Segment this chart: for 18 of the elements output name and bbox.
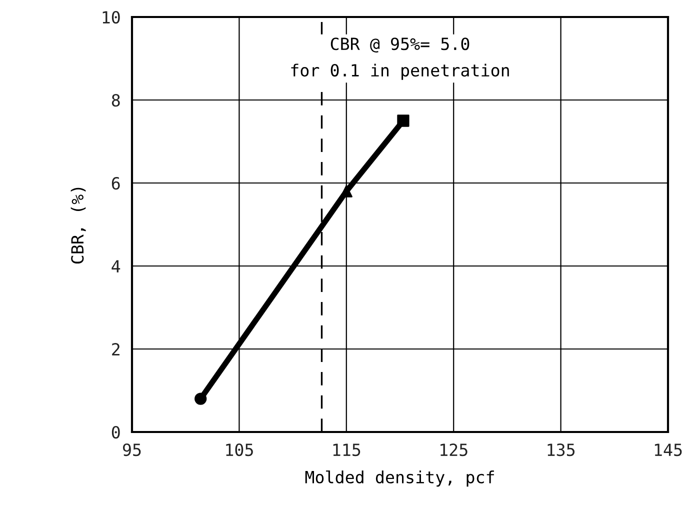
y-tick-label: 4: [112, 260, 120, 272]
x-tick-label: 95: [123, 443, 141, 456]
x-tick-label: 115: [333, 444, 360, 456]
x-tick-label: 135: [548, 443, 575, 456]
point: [397, 114, 410, 127]
y-axis-title: CBR, (%): [70, 188, 86, 264]
x-axis-title: Molded density, pcf: [305, 470, 494, 487]
y-tick-label: 0: [112, 426, 120, 439]
x-tick-label: 105: [226, 443, 253, 456]
point: [194, 392, 207, 405]
y-tick-label: 8: [112, 94, 120, 107]
point: [340, 185, 352, 198]
y-tick-label: 6: [112, 177, 120, 190]
annotation: CBR @ 95%= 5.0 for 0.1 in penetration: [291, 38, 509, 80]
y-tick-label: 2: [112, 343, 120, 356]
x-tick-label: 125: [440, 443, 468, 456]
y-tick-label: 10: [102, 11, 120, 24]
x-tick-label: 145: [654, 444, 682, 456]
